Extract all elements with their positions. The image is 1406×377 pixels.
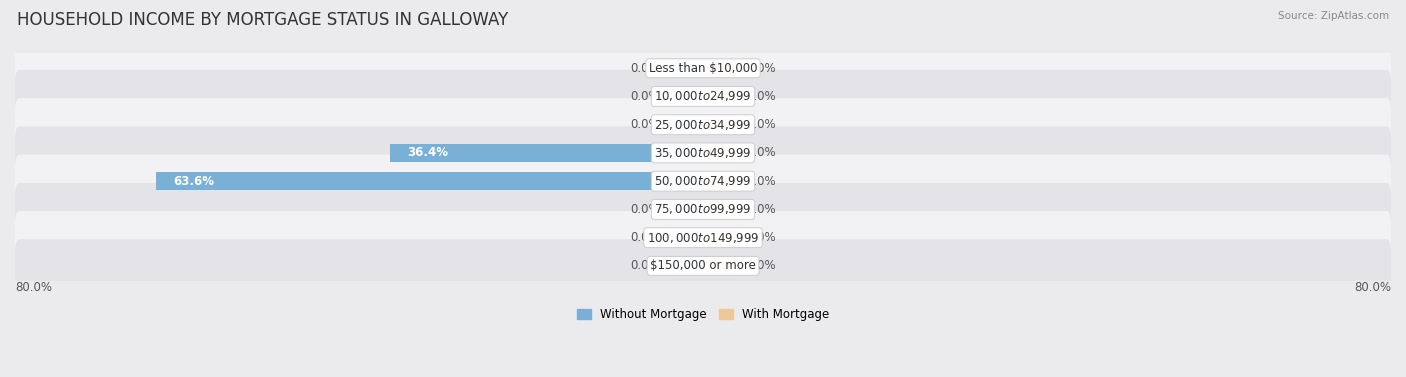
Text: 0.0%: 0.0%	[747, 231, 776, 244]
Text: 63.6%: 63.6%	[173, 175, 214, 188]
Text: 0.0%: 0.0%	[747, 62, 776, 75]
Legend: Without Mortgage, With Mortgage: Without Mortgage, With Mortgage	[572, 303, 834, 326]
Text: $150,000 or more: $150,000 or more	[650, 259, 756, 273]
Bar	[669, 229, 703, 247]
Text: Less than $10,000: Less than $10,000	[648, 62, 758, 75]
FancyBboxPatch shape	[15, 70, 1391, 123]
Bar	[669, 88, 703, 105]
Bar	[669, 201, 703, 218]
Text: Source: ZipAtlas.com: Source: ZipAtlas.com	[1278, 11, 1389, 21]
Text: $50,000 to $74,999: $50,000 to $74,999	[654, 174, 752, 188]
Text: $35,000 to $49,999: $35,000 to $49,999	[654, 146, 752, 160]
Text: HOUSEHOLD INCOME BY MORTGAGE STATUS IN GALLOWAY: HOUSEHOLD INCOME BY MORTGAGE STATUS IN G…	[17, 11, 508, 29]
Bar	[703, 229, 737, 247]
Bar	[669, 116, 703, 133]
FancyBboxPatch shape	[15, 211, 1391, 264]
Bar	[703, 144, 737, 162]
Bar	[669, 60, 703, 77]
Text: 80.0%: 80.0%	[15, 281, 52, 294]
Bar	[156, 172, 703, 190]
Text: 0.0%: 0.0%	[630, 259, 659, 273]
Bar	[703, 257, 737, 274]
FancyBboxPatch shape	[15, 42, 1391, 95]
Bar	[703, 60, 737, 77]
FancyBboxPatch shape	[15, 155, 1391, 208]
Text: $10,000 to $24,999: $10,000 to $24,999	[654, 89, 752, 103]
Bar	[703, 201, 737, 218]
Text: 0.0%: 0.0%	[747, 203, 776, 216]
Text: 0.0%: 0.0%	[747, 118, 776, 131]
Bar	[703, 172, 737, 190]
Text: 0.0%: 0.0%	[747, 175, 776, 188]
Text: 0.0%: 0.0%	[630, 231, 659, 244]
Bar	[669, 257, 703, 274]
Text: 0.0%: 0.0%	[630, 90, 659, 103]
FancyBboxPatch shape	[15, 98, 1391, 151]
Text: 0.0%: 0.0%	[630, 203, 659, 216]
Text: 0.0%: 0.0%	[747, 90, 776, 103]
Text: 0.0%: 0.0%	[630, 118, 659, 131]
Text: 0.0%: 0.0%	[630, 62, 659, 75]
Text: $25,000 to $34,999: $25,000 to $34,999	[654, 118, 752, 132]
FancyBboxPatch shape	[15, 126, 1391, 179]
Bar	[389, 144, 703, 162]
Text: 80.0%: 80.0%	[1354, 281, 1391, 294]
FancyBboxPatch shape	[15, 183, 1391, 236]
Bar	[703, 88, 737, 105]
FancyBboxPatch shape	[15, 239, 1391, 293]
Text: $100,000 to $149,999: $100,000 to $149,999	[647, 231, 759, 245]
Text: 0.0%: 0.0%	[747, 146, 776, 159]
Text: $75,000 to $99,999: $75,000 to $99,999	[654, 202, 752, 216]
Text: 36.4%: 36.4%	[408, 146, 449, 159]
Text: 0.0%: 0.0%	[747, 259, 776, 273]
Bar	[703, 116, 737, 133]
